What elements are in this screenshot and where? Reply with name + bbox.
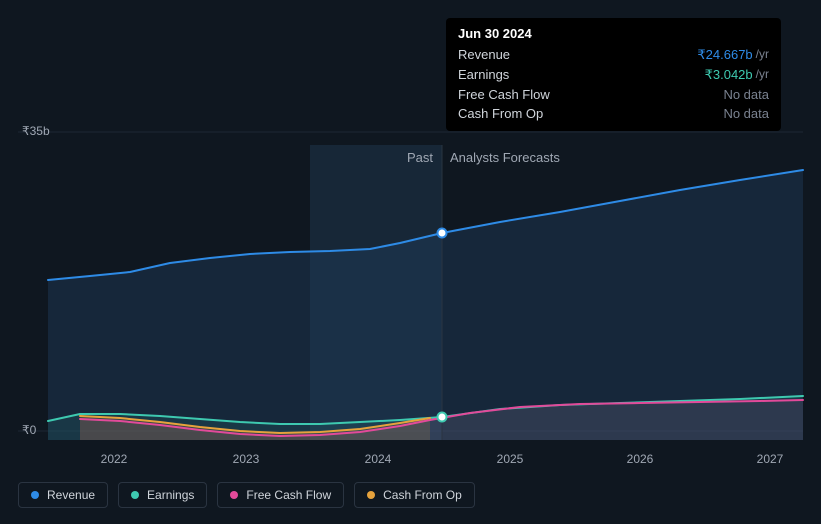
y-axis-tick-label: ₹0 xyxy=(22,423,36,437)
y-axis-tick-label: ₹35b xyxy=(22,124,50,138)
legend-label: Free Cash Flow xyxy=(246,488,331,502)
financial-forecast-chart: Past Analysts Forecasts Jun 30 2024 Reve… xyxy=(0,0,821,524)
tooltip-no-data: No data xyxy=(723,106,769,121)
tooltip-row: Earnings ₹3.042b/yr xyxy=(458,65,769,85)
legend-item-free-cash-flow[interactable]: Free Cash Flow xyxy=(217,482,344,508)
legend-swatch-icon xyxy=(31,491,39,499)
tooltip-metric-label: Free Cash Flow xyxy=(458,87,550,102)
legend-item-earnings[interactable]: Earnings xyxy=(118,482,207,508)
legend-swatch-icon xyxy=(131,491,139,499)
tooltip-row: Revenue ₹24.667b/yr xyxy=(458,45,769,65)
tooltip-row: Free Cash Flow No data xyxy=(458,85,769,104)
legend-item-cash-from-op[interactable]: Cash From Op xyxy=(354,482,475,508)
past-section-label: Past xyxy=(407,150,433,165)
legend-item-revenue[interactable]: Revenue xyxy=(18,482,108,508)
tooltip-metric-value: ₹24.667b xyxy=(697,47,752,63)
forecast-section-label: Analysts Forecasts xyxy=(450,150,560,165)
x-axis-tick-label: 2027 xyxy=(757,452,784,466)
tooltip-metric-label: Cash From Op xyxy=(458,106,543,121)
tooltip-metric-unit: /yr xyxy=(756,67,769,83)
legend-swatch-icon xyxy=(367,491,375,499)
legend-label: Cash From Op xyxy=(383,488,462,502)
chart-tooltip: Jun 30 2024 Revenue ₹24.667b/yr Earnings ₹3… xyxy=(446,18,781,131)
tooltip-row: Cash From Op No data xyxy=(458,104,769,123)
legend-label: Revenue xyxy=(47,488,95,502)
tooltip-no-data: No data xyxy=(723,87,769,102)
tooltip-metric-value: ₹3.042b xyxy=(705,67,753,83)
x-axis-tick-label: 2022 xyxy=(101,452,128,466)
tooltip-metric-label: Earnings xyxy=(458,67,509,83)
x-axis-tick-label: 2024 xyxy=(365,452,392,466)
legend-label: Earnings xyxy=(147,488,194,502)
tooltip-metric-unit: /yr xyxy=(756,47,769,63)
tooltip-metric-label: Revenue xyxy=(458,47,510,63)
x-axis-tick-label: 2026 xyxy=(627,452,654,466)
x-axis-tick-label: 2025 xyxy=(497,452,524,466)
legend-swatch-icon xyxy=(230,491,238,499)
tooltip-date: Jun 30 2024 xyxy=(458,26,769,41)
chart-legend: Revenue Earnings Free Cash Flow Cash From O… xyxy=(18,482,475,508)
x-axis-tick-label: 2023 xyxy=(233,452,260,466)
